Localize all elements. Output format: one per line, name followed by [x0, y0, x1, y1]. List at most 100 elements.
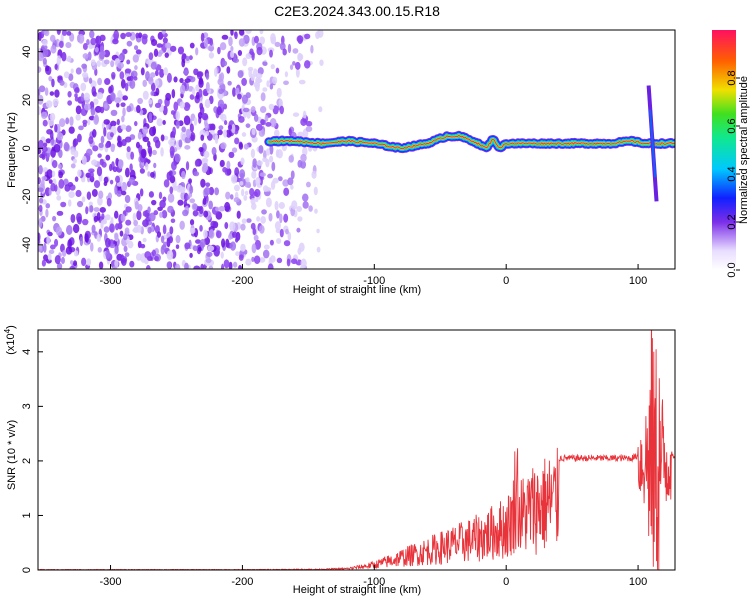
- noise-blob: [279, 213, 283, 224]
- spike-mark: [648, 109, 657, 178]
- noise-blob: [80, 82, 87, 92]
- noise-blob: [274, 200, 279, 211]
- noise-blob: [66, 30, 72, 36]
- noise-blob: [262, 185, 269, 192]
- noise-blob: [175, 235, 181, 244]
- noise-blob: [287, 43, 292, 54]
- noise-blob: [173, 76, 178, 83]
- noise-blob: [76, 200, 84, 208]
- noise-blob: [41, 39, 48, 46]
- noise-blob: [53, 143, 61, 153]
- noise-blob: [225, 129, 232, 138]
- noise-blob: [200, 32, 205, 43]
- noise-blob: [234, 31, 238, 40]
- noise-blob: [211, 147, 217, 156]
- noise-blob: [160, 147, 164, 157]
- noise-blob: [226, 168, 232, 176]
- noise-blob: [72, 260, 78, 267]
- x-tick-label: 100: [629, 576, 647, 588]
- noise-blob: [114, 233, 119, 241]
- noise-blob: [228, 261, 233, 269]
- noise-blob: [133, 76, 138, 81]
- noise-blob: [238, 264, 242, 269]
- noise-blob: [116, 181, 123, 187]
- noise-blob: [208, 265, 214, 269]
- noise-blob: [206, 251, 213, 257]
- noise-blob: [238, 254, 244, 261]
- y-tick-label: 3: [21, 403, 33, 409]
- noise-blob: [38, 217, 43, 228]
- noise-blob: [251, 128, 256, 136]
- noise-blob: [174, 263, 181, 269]
- noise-blob: [156, 231, 162, 238]
- noise-blob: [133, 45, 139, 51]
- noise-blob: [50, 244, 56, 250]
- noise-blob: [75, 189, 82, 198]
- noise-blob: [83, 92, 90, 101]
- noise-blob: [147, 206, 151, 214]
- noise-blob: [86, 258, 92, 266]
- noise-blob: [38, 245, 43, 253]
- noise-blob: [208, 229, 215, 239]
- noise-blob: [90, 242, 94, 252]
- noise-blob: [270, 64, 276, 70]
- noise-blob: [139, 188, 144, 197]
- snr-y-ticks: 0 1 2 3 4: [21, 349, 43, 573]
- noise-blob: [49, 91, 55, 96]
- noise-blob: [316, 228, 320, 234]
- noise-blob: [300, 258, 307, 269]
- noise-blob: [181, 59, 186, 68]
- noise-blob: [275, 67, 280, 74]
- noise-blob: [94, 114, 99, 124]
- noise-blob: [80, 92, 85, 102]
- noise-blob: [231, 147, 238, 153]
- noise-blob: [81, 63, 87, 69]
- noise-blob: [135, 49, 142, 55]
- noise-blob: [151, 199, 157, 206]
- noise-blob: [265, 148, 271, 156]
- noise-blob: [124, 252, 130, 257]
- noise-blob: [38, 89, 41, 96]
- noise-blob: [216, 106, 222, 116]
- noise-blob: [42, 48, 49, 58]
- noise-blob: [189, 123, 194, 133]
- noise-blob: [120, 79, 126, 89]
- noise-blob: [183, 115, 191, 126]
- y-tick-label: 0: [21, 567, 33, 573]
- noise-blob: [297, 216, 303, 222]
- noise-blob: [252, 158, 257, 169]
- noise-blob: [154, 102, 162, 108]
- noise-blob: [41, 259, 46, 267]
- noise-blob: [70, 163, 76, 169]
- noise-blob: [112, 266, 118, 269]
- noise-blob: [117, 159, 124, 169]
- noise-blob: [203, 187, 211, 196]
- noise-blob: [72, 158, 78, 164]
- noise-blob: [132, 212, 137, 222]
- noise-blob: [214, 133, 219, 144]
- noise-blob: [87, 118, 91, 126]
- noise-blob: [65, 117, 70, 125]
- noise-blob: [237, 93, 242, 100]
- noise-blob: [82, 218, 89, 226]
- noise-blob: [204, 122, 209, 131]
- noise-blob: [239, 181, 244, 186]
- noise-blob: [251, 243, 257, 254]
- noise-blob: [203, 38, 208, 48]
- noise-blob: [92, 91, 97, 97]
- noise-blob: [195, 239, 201, 244]
- chart-title: C2E3.2024.343.00.15.R18: [274, 3, 440, 19]
- noise-blob: [178, 139, 183, 148]
- noise-blob: [297, 131, 304, 138]
- noise-blob: [262, 249, 270, 259]
- noise-blob: [58, 178, 65, 189]
- noise-blob: [90, 107, 96, 116]
- noise-blob: [175, 244, 180, 250]
- noise-blob: [250, 105, 256, 113]
- noise-blob: [202, 197, 207, 206]
- noise-blob: [134, 120, 138, 127]
- noise-blob: [88, 136, 94, 145]
- noise-blob: [145, 264, 151, 269]
- noise-blob: [60, 256, 65, 265]
- noise-blob: [197, 246, 202, 252]
